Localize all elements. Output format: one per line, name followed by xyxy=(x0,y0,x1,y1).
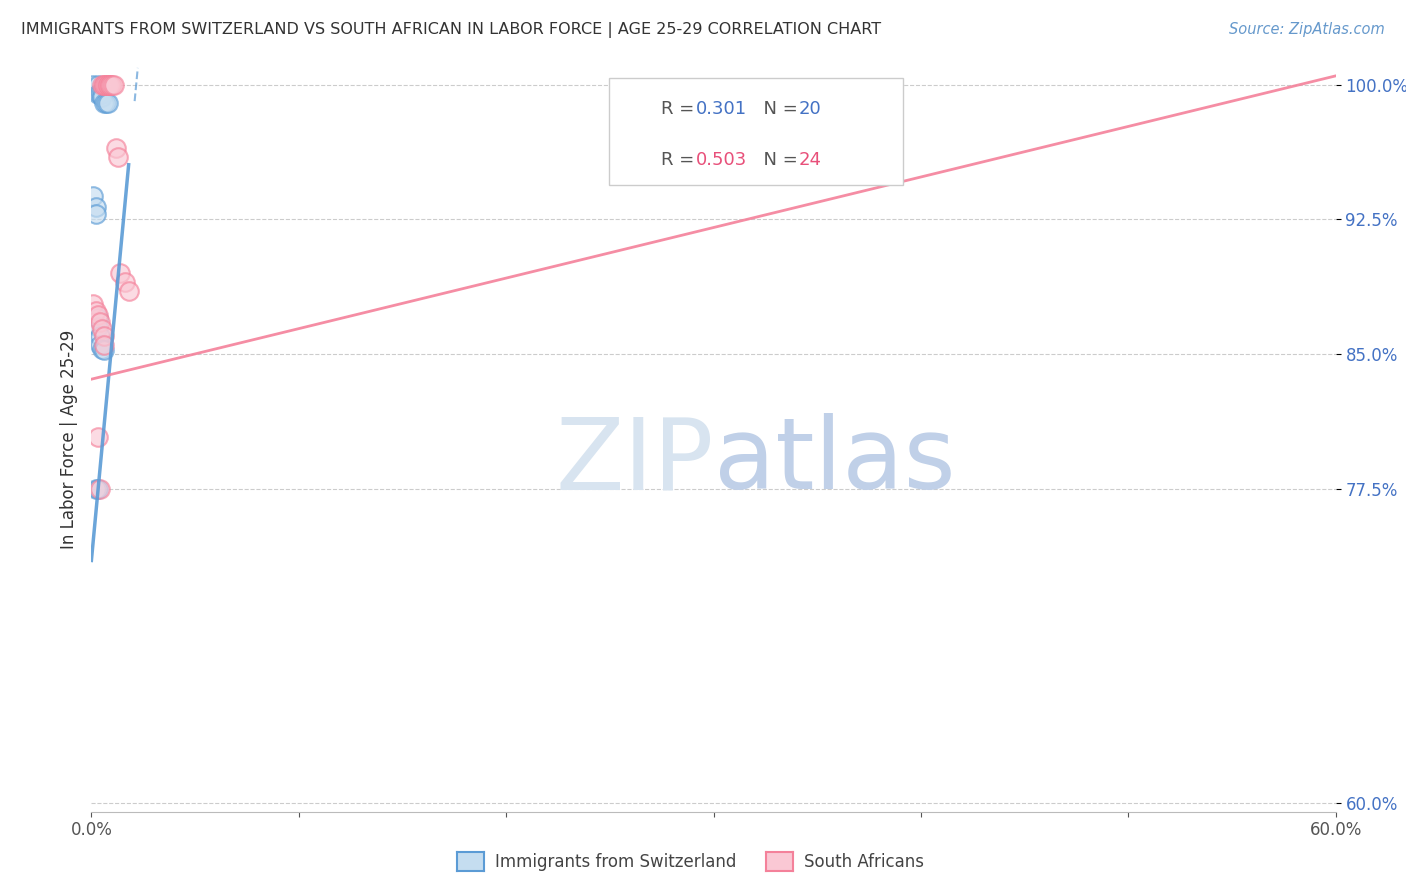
Text: IMMIGRANTS FROM SWITZERLAND VS SOUTH AFRICAN IN LABOR FORCE | AGE 25-29 CORRELAT: IMMIGRANTS FROM SWITZERLAND VS SOUTH AFR… xyxy=(21,22,882,38)
Point xyxy=(90,322,112,336)
Point xyxy=(97,78,120,92)
Point xyxy=(89,329,111,343)
Point xyxy=(118,285,141,299)
Point xyxy=(93,78,115,92)
Point xyxy=(97,95,120,110)
Point xyxy=(82,189,104,203)
Point xyxy=(94,95,117,110)
Text: Immigrants from Switzerland: Immigrants from Switzerland xyxy=(495,853,737,871)
Text: South Africans: South Africans xyxy=(804,853,924,871)
Point xyxy=(86,482,108,496)
Text: 0.301: 0.301 xyxy=(696,100,747,118)
Point xyxy=(110,266,132,280)
Point xyxy=(105,141,128,155)
Point xyxy=(90,90,112,104)
Point xyxy=(98,78,121,92)
Point xyxy=(84,207,107,221)
Point xyxy=(86,87,108,101)
Point xyxy=(90,87,112,101)
Point xyxy=(98,78,121,92)
Text: ZIP: ZIP xyxy=(555,413,713,510)
Point xyxy=(93,338,115,352)
Text: N =: N = xyxy=(752,100,804,118)
Point xyxy=(93,343,115,358)
Text: atlas: atlas xyxy=(713,413,955,510)
Point xyxy=(82,78,104,92)
Point xyxy=(93,329,115,343)
Point xyxy=(101,78,124,92)
Point xyxy=(86,311,108,326)
Text: 20: 20 xyxy=(799,100,821,118)
Point xyxy=(107,150,129,164)
Point xyxy=(93,95,115,110)
Point xyxy=(114,275,136,289)
Point xyxy=(86,308,108,322)
Text: Source: ZipAtlas.com: Source: ZipAtlas.com xyxy=(1229,22,1385,37)
Point xyxy=(97,78,120,92)
Point xyxy=(89,338,111,352)
Text: R =: R = xyxy=(661,151,700,169)
Point xyxy=(90,342,112,356)
Text: R =: R = xyxy=(661,100,700,118)
Point xyxy=(89,87,111,101)
Text: 0.503: 0.503 xyxy=(696,151,747,169)
Point xyxy=(84,304,107,318)
Point xyxy=(82,297,104,311)
Point xyxy=(84,200,107,214)
Point xyxy=(89,315,111,329)
Point xyxy=(86,320,108,334)
Point xyxy=(84,482,107,496)
Y-axis label: In Labor Force | Age 25-29: In Labor Force | Age 25-29 xyxy=(59,330,77,549)
Point xyxy=(103,78,125,92)
Point xyxy=(90,78,112,92)
Point xyxy=(94,78,117,92)
Point xyxy=(93,78,115,92)
Point xyxy=(86,429,108,443)
Text: N =: N = xyxy=(752,151,804,169)
Point xyxy=(89,482,111,496)
Point xyxy=(86,78,108,92)
Text: 24: 24 xyxy=(799,151,821,169)
